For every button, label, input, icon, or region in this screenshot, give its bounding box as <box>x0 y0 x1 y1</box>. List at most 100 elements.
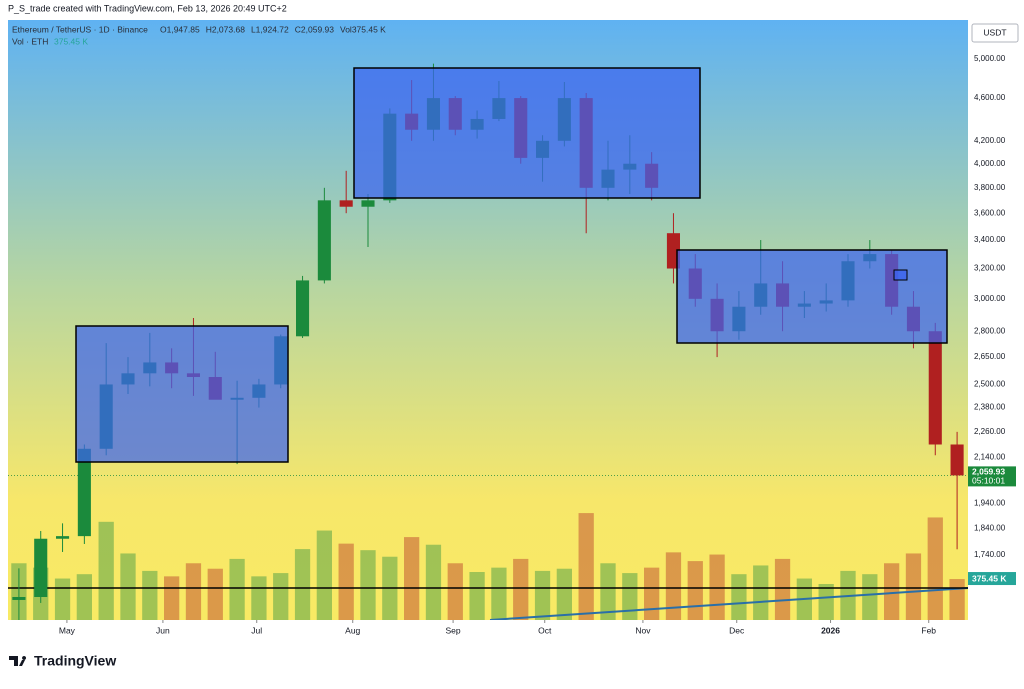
volume-bar <box>120 553 136 620</box>
volume-tag-label: 375.45 K <box>972 573 1007 583</box>
y-tick-label: 4,000.00 <box>974 159 1006 168</box>
y-tick-label: 1,740.00 <box>974 550 1006 559</box>
x-tick-label: Dec <box>729 625 745 635</box>
last-price-tag <box>968 466 1016 487</box>
candle-body <box>12 596 26 600</box>
symbol: Ethereum / TetherUS · 1D · Binance <box>12 24 148 34</box>
volume-bar <box>884 563 900 620</box>
range-box <box>353 67 701 199</box>
volume-bar <box>622 573 638 620</box>
range-box <box>676 249 948 344</box>
y-tick-label: 3,200.00 <box>974 264 1006 273</box>
y-tick-label: 2,140.00 <box>974 453 1006 462</box>
logo-icon <box>9 656 27 666</box>
ohlc-value: H2,073.68 <box>206 24 245 34</box>
brand: TradingView <box>34 653 116 669</box>
ohlc-value: L1,924.72 <box>251 24 289 34</box>
y-tick-label: 2,380.00 <box>974 403 1006 412</box>
ohlc-value: C2,059.93 <box>295 24 334 34</box>
y-tick-label: 3,600.00 <box>974 208 1006 217</box>
volume-bar <box>753 565 769 620</box>
volume-bar <box>425 544 442 620</box>
volume-bar <box>469 572 485 620</box>
y-tick-label: 2,500.00 <box>974 380 1006 389</box>
volume-bar <box>687 561 703 620</box>
volume-tag <box>968 572 1016 586</box>
ohlc-value: O1,947.85 <box>160 24 200 34</box>
y-tick-label: 3,800.00 <box>974 183 1006 192</box>
volume-bar <box>491 567 507 620</box>
range-box <box>75 325 289 463</box>
candle-body <box>56 536 70 539</box>
time-axis <box>8 620 968 640</box>
candle-body <box>317 200 331 281</box>
volume-bar <box>534 570 551 620</box>
volume-bar <box>600 563 616 620</box>
candle-body <box>950 444 964 476</box>
y-tick-label: 2,800.00 <box>974 326 1006 335</box>
x-tick-label: 2026 <box>821 625 840 635</box>
x-tick-label: Nov <box>635 625 651 635</box>
volume-bar <box>98 521 114 620</box>
countdown: 05:10:01 <box>972 476 1005 486</box>
volume-bar <box>927 517 943 620</box>
range-box <box>893 269 908 281</box>
y-tick-label: 1,940.00 <box>974 499 1006 508</box>
volume-bar <box>185 563 202 620</box>
volume-bar <box>818 584 834 620</box>
volume-bar <box>316 530 332 620</box>
volume-bar <box>949 579 965 620</box>
y-tick-label: 2,650.00 <box>974 352 1006 361</box>
volume-bar <box>54 578 71 620</box>
price-axis <box>968 20 1024 640</box>
candle-body <box>928 331 942 445</box>
volume-bar <box>251 576 267 620</box>
volume-bar <box>404 537 420 620</box>
x-tick-label: Oct <box>538 625 552 635</box>
volume-bar <box>207 568 223 620</box>
volume-bar <box>774 558 791 620</box>
volume-bar <box>338 543 354 620</box>
volume-title: Vol · ETH <box>12 36 48 46</box>
credit: P_S_trade created with TradingView.com, … <box>8 3 287 13</box>
volume-bar <box>862 574 878 620</box>
x-tick-label: Jun <box>156 625 170 635</box>
ohlc-value: Vol375.45 K <box>340 24 386 34</box>
candle-body <box>361 200 375 207</box>
y-tick-label: 1,840.00 <box>974 524 1006 533</box>
x-tick-label: Sep <box>446 625 461 635</box>
y-tick-label: 4,200.00 <box>974 136 1006 145</box>
x-tick-label: Feb <box>921 625 936 635</box>
trend-line <box>489 587 969 621</box>
y-tick-label: 5,000.00 <box>974 54 1006 63</box>
volume-bar <box>229 558 245 620</box>
volume-bar <box>142 570 158 620</box>
volume-bar <box>294 549 311 620</box>
x-tick-label: May <box>59 625 76 635</box>
x-tick-label: Jul <box>251 625 262 635</box>
y-tick-label: 2,260.00 <box>974 427 1006 436</box>
last-price-label: 2,059.93 <box>972 467 1005 477</box>
volume-bar <box>513 558 529 620</box>
volume-bar <box>447 563 463 620</box>
volume-bar <box>578 513 594 620</box>
currency-button[interactable] <box>971 23 1019 43</box>
currency: USDT <box>983 27 1006 37</box>
y-tick-label: 4,600.00 <box>974 93 1006 102</box>
volume-bar <box>360 550 376 620</box>
x-tick-label: Aug <box>345 625 360 635</box>
candle-body <box>34 538 48 597</box>
volume-bar <box>731 574 747 620</box>
volume-bar <box>905 553 922 620</box>
y-tick-label: 3,400.00 <box>974 235 1006 244</box>
volume-bar <box>273 573 289 620</box>
candle-body <box>77 448 91 537</box>
volume-bar <box>76 574 92 620</box>
candle-body <box>296 280 310 337</box>
volume-bar <box>556 568 572 620</box>
y-tick-label: 3,000.00 <box>974 294 1006 303</box>
volume-bar <box>164 576 180 620</box>
volume-value: 375.45 K <box>54 36 88 46</box>
candle-body <box>339 200 353 207</box>
